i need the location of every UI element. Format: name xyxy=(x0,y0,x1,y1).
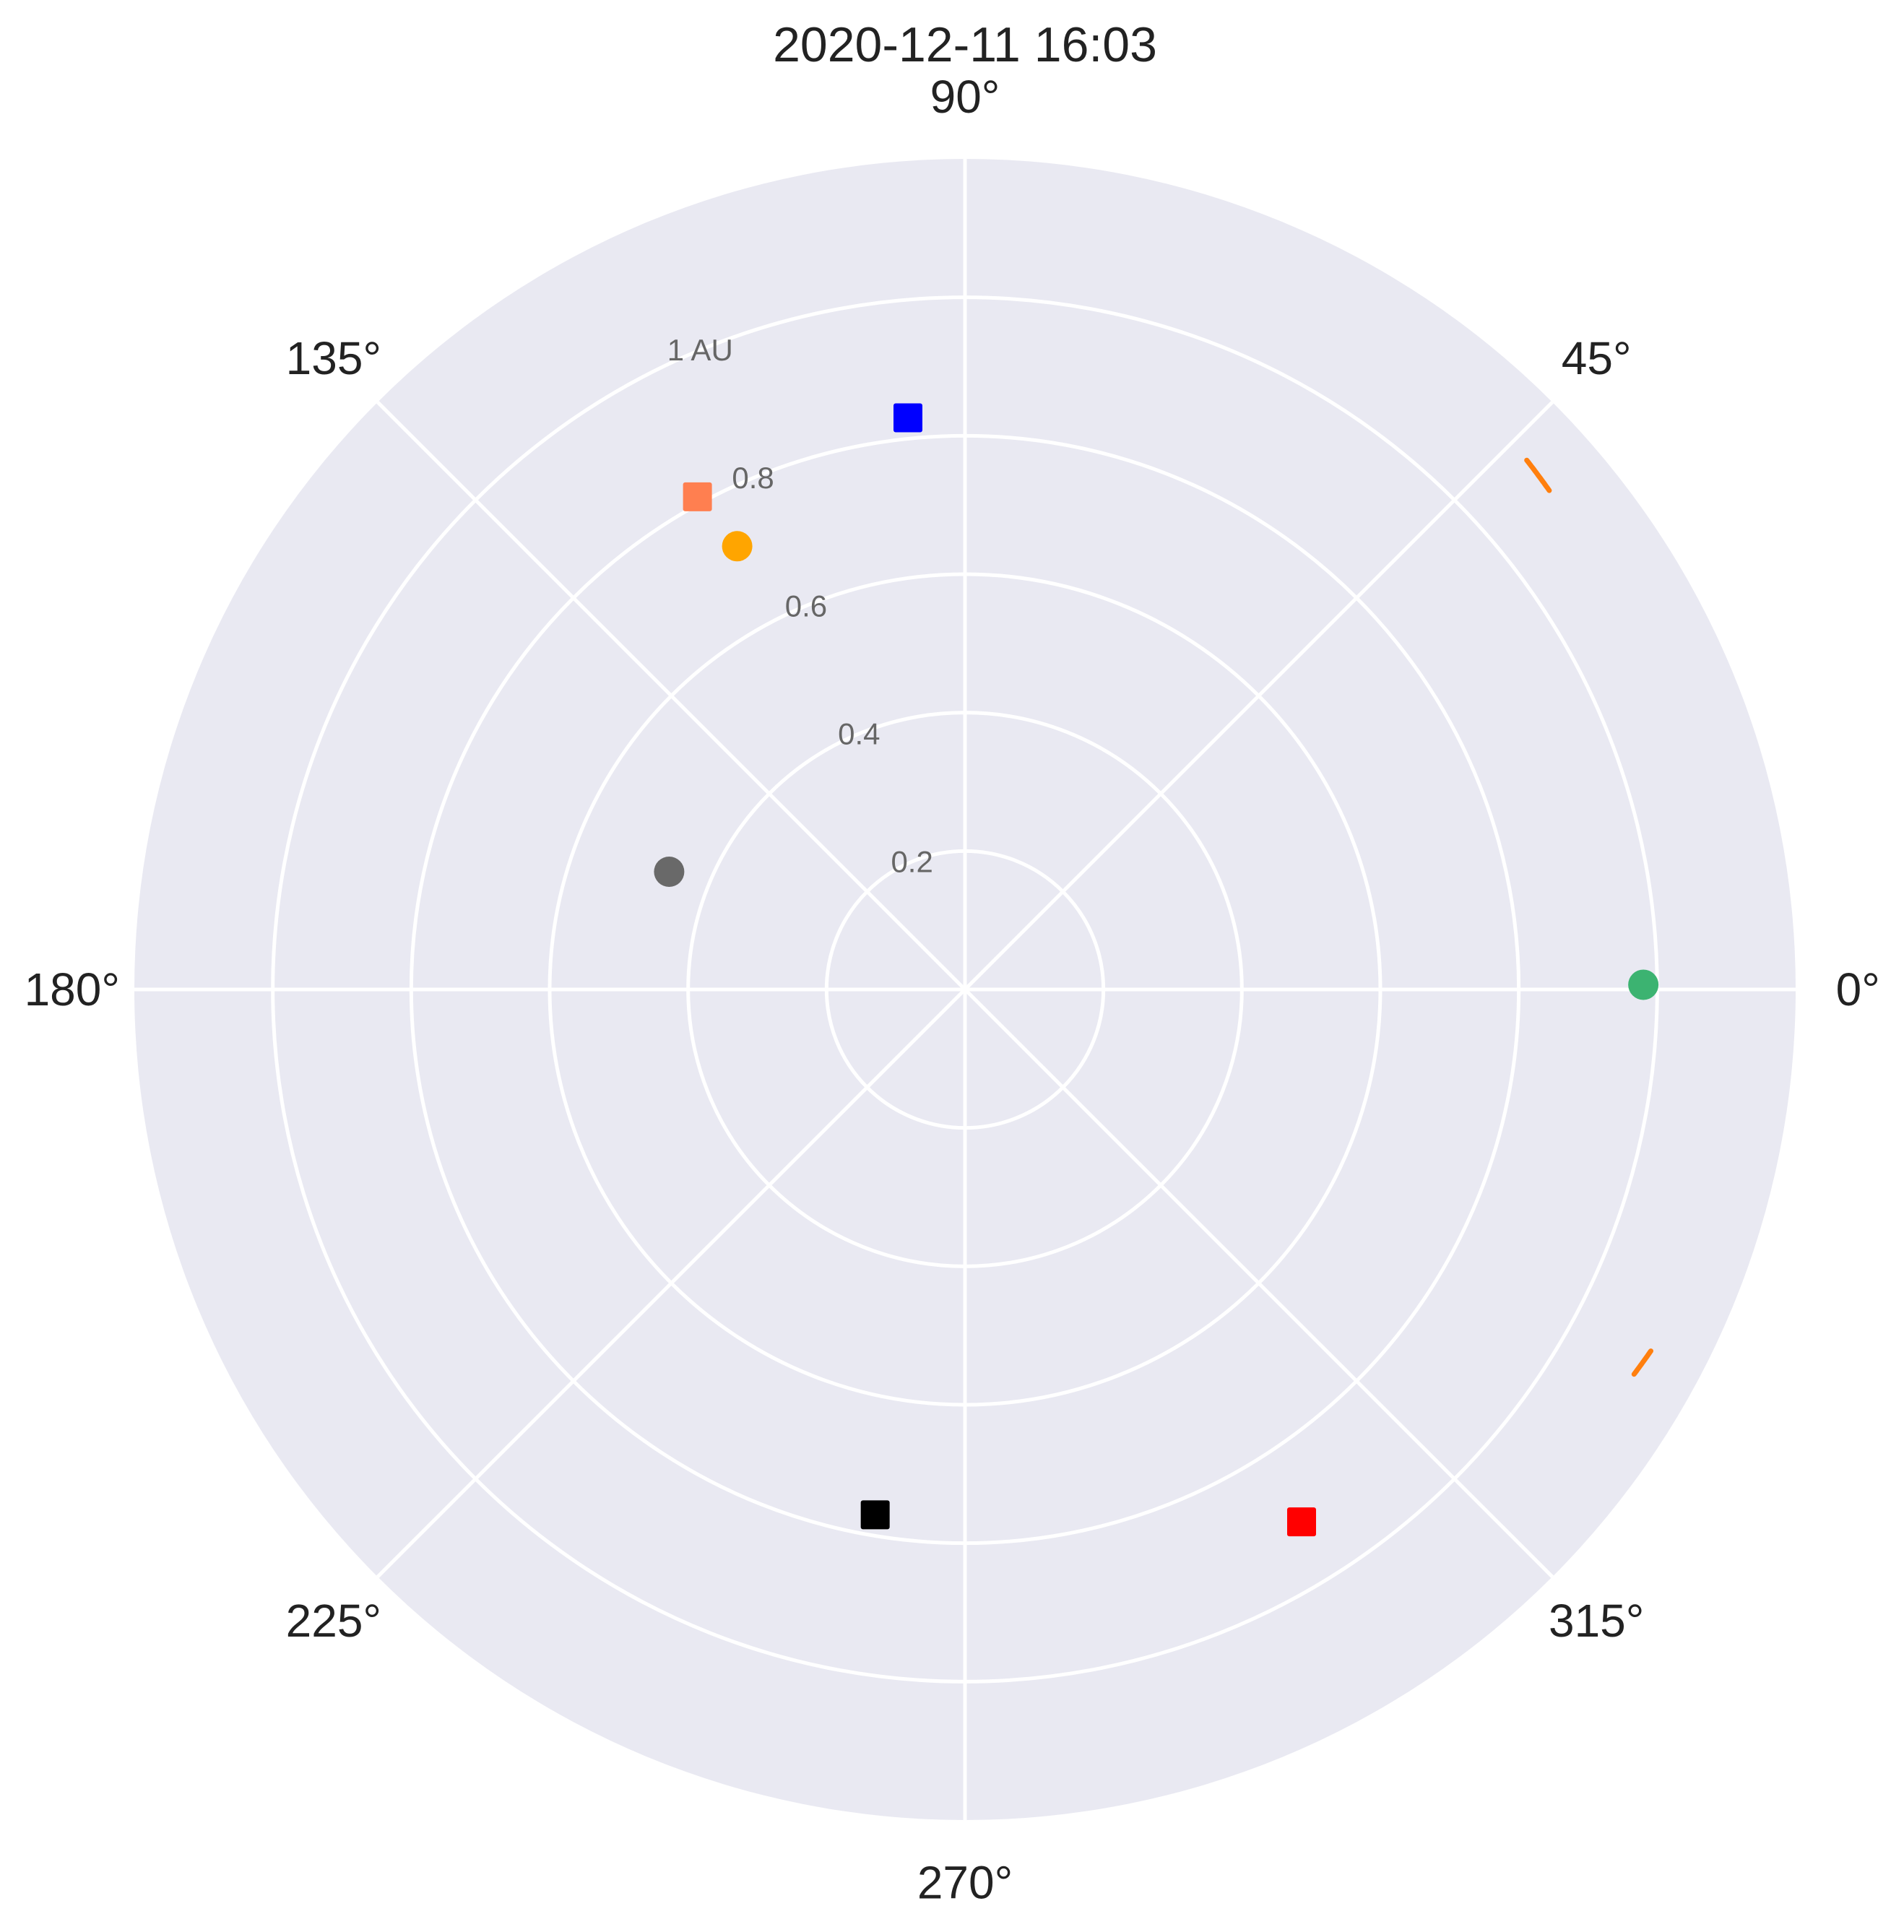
angle-tick-label: 0° xyxy=(1836,963,1880,1015)
radial-tick-label: 0.6 xyxy=(785,589,827,623)
angle-tick-label: 315° xyxy=(1549,1595,1644,1647)
data-points xyxy=(654,403,1659,1537)
radial-tick-label: 1 AU xyxy=(667,333,733,367)
data-point-circle-4 xyxy=(654,857,685,888)
chart-title: 2020-12-11 16:03 xyxy=(773,17,1157,72)
angle-tick-labels: 0° 45° 90° 135° 180° 225° 270° 315° xyxy=(25,71,1880,1909)
radial-tick-labels: 0.2 0.4 0.6 0.8 1 AU xyxy=(667,333,933,878)
orbit-arc-1 xyxy=(1631,1348,1653,1377)
angle-tick-label: 135° xyxy=(286,332,381,384)
angle-tick-label: 270° xyxy=(917,1856,1013,1908)
angular-gridline-5 xyxy=(376,988,966,1578)
orbit-arcs xyxy=(1524,457,1653,1377)
polar-grid xyxy=(134,159,1796,1820)
data-point-circle-3 xyxy=(722,531,753,562)
angular-gridline-7 xyxy=(964,988,1554,1578)
angle-tick-label: 90° xyxy=(930,71,1000,123)
angle-tick-label: 225° xyxy=(286,1595,381,1647)
angular-gridline-3 xyxy=(376,401,966,991)
radial-tick-label: 0.8 xyxy=(732,461,774,495)
radial-tick-label: 0.4 xyxy=(838,716,880,750)
angle-tick-label: 45° xyxy=(1562,332,1632,384)
orbit-arc-0 xyxy=(1524,457,1552,493)
data-point-square-5 xyxy=(860,1500,890,1530)
data-point-square-6 xyxy=(1286,1507,1316,1537)
radial-tick-label: 0.2 xyxy=(891,844,932,878)
angle-tick-label: 180° xyxy=(25,963,120,1015)
angular-gridline-1 xyxy=(964,401,1554,991)
data-point-circle-0 xyxy=(1628,969,1659,1000)
data-point-square-2 xyxy=(683,482,712,511)
data-point-square-1 xyxy=(893,403,922,433)
